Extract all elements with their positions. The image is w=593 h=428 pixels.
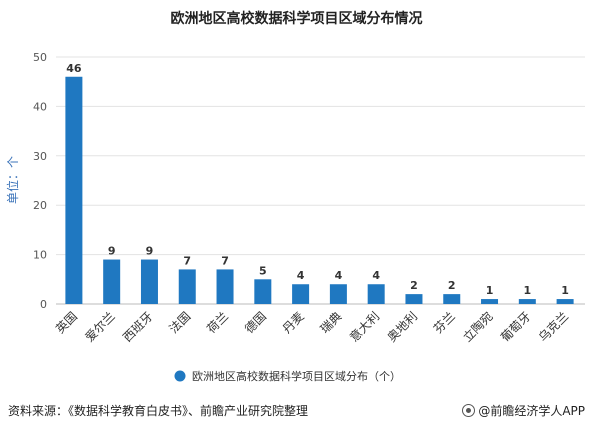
bar-value-label: 2 xyxy=(410,279,418,292)
x-tick-label: 意大利 xyxy=(346,309,382,345)
bar-value-label: 9 xyxy=(108,245,116,258)
bar-value-label: 4 xyxy=(335,269,343,282)
y-tick-label: 30 xyxy=(33,150,47,163)
y-tick-label: 40 xyxy=(33,100,47,113)
x-axis-ticks: 英国 爱尔兰 西班牙 法国 荷兰 德国 丹麦 瑞典 意大利 奥地利 芬兰 立陶宛 葡萄牙 乌克兰 xyxy=(53,309,571,345)
y-axis-label: 单位：个 xyxy=(5,156,20,204)
bar xyxy=(481,299,499,304)
legend-marker xyxy=(174,370,186,382)
bar-value-label: 4 xyxy=(372,269,380,282)
bar-value-label: 7 xyxy=(183,254,191,267)
bar-value-label: 9 xyxy=(146,245,154,258)
bar-value-label: 7 xyxy=(221,254,229,267)
legend-label: 欧洲地区高校数据科学项目区域分布（个） xyxy=(192,369,401,383)
bar xyxy=(140,259,158,304)
y-tick-label: 0 xyxy=(40,298,47,311)
bar-value-label: 1 xyxy=(561,284,569,297)
footer: 资料来源：《数据科学教育白皮书》、前瞻产业研究院整理 @前瞻经济学人APP xyxy=(0,396,593,428)
x-tick-label: 芬兰 xyxy=(431,309,458,336)
bar xyxy=(405,294,423,304)
x-tick-label: 爱尔兰 xyxy=(82,309,118,345)
bar-chart: 0 10 20 30 40 50 单位：个 46 9 9 7 7 5 4 4 4 2 2 1 1 1 英国 爱尔兰 西班… xyxy=(5,51,585,383)
x-tick-label: 葡萄牙 xyxy=(498,309,533,344)
bar xyxy=(216,269,234,304)
y-tick-label: 10 xyxy=(33,249,47,262)
x-tick-label: 乌克兰 xyxy=(535,309,571,345)
bar-value-label: 1 xyxy=(486,284,494,297)
x-tick-label: 瑞典 xyxy=(318,309,345,336)
x-tick-label: 丹麦 xyxy=(280,309,307,336)
x-tick-label: 奥地利 xyxy=(385,309,420,344)
x-tick-label: 德国 xyxy=(241,309,269,337)
bar-value-label: 4 xyxy=(297,269,305,282)
bar xyxy=(443,294,461,304)
bar xyxy=(254,279,272,304)
bar-value-label: 2 xyxy=(448,279,456,292)
x-tick-label: 西班牙 xyxy=(120,309,155,344)
x-tick-label: 荷兰 xyxy=(204,309,231,336)
bar xyxy=(292,284,310,304)
bar-value-label: 1 xyxy=(523,284,531,297)
bar xyxy=(178,269,196,304)
data-labels: 46 9 9 7 7 5 4 4 4 2 2 1 1 1 xyxy=(66,62,569,297)
bar xyxy=(329,284,347,304)
y-tick-label: 50 xyxy=(33,51,47,64)
x-tick-label: 立陶宛 xyxy=(460,309,496,345)
bar xyxy=(367,284,385,304)
bar-value-label: 46 xyxy=(66,62,82,75)
bar-value-label: 5 xyxy=(259,264,267,277)
bar xyxy=(65,76,83,304)
y-tick-label: 20 xyxy=(33,199,47,212)
brand-text: @前瞻经济学人APP xyxy=(478,404,585,418)
bar xyxy=(518,299,536,304)
bars xyxy=(65,76,574,304)
brand-credit: @前瞻经济学人APP xyxy=(462,402,585,419)
bar xyxy=(556,299,574,304)
legend: 欧洲地区高校数据科学项目区域分布（个） xyxy=(174,369,401,383)
brand-logo-icon xyxy=(462,404,476,417)
gridlines xyxy=(56,56,585,305)
x-tick-label: 英国 xyxy=(53,309,80,336)
y-axis-ticks: 0 10 20 30 40 50 xyxy=(33,51,47,311)
chart-title: 欧洲地区高校数据科学项目区域分布情况 xyxy=(170,11,423,27)
source-note: 资料来源：《数据科学教育白皮书》、前瞻产业研究院整理 xyxy=(8,404,309,418)
x-tick-label: 法国 xyxy=(166,309,193,336)
bar xyxy=(103,259,121,304)
